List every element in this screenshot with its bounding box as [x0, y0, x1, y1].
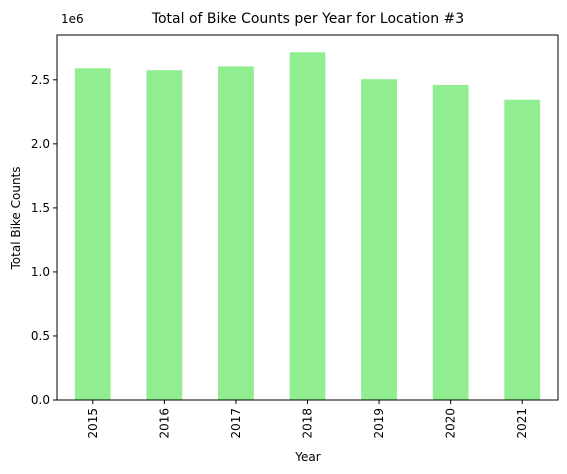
y-tick-label: 0.0	[31, 393, 50, 407]
chart-title: Total of Bike Counts per Year for Locati…	[151, 11, 464, 27]
y-tick-label: 2.0	[31, 137, 50, 151]
y-axis-multiplier: 1e6	[61, 12, 84, 26]
bar-2020	[432, 84, 469, 401]
x-axis-label: Year	[294, 450, 320, 464]
bar-2016	[146, 70, 183, 400]
x-tick-label: 2015	[86, 408, 100, 439]
x-tick-label: 2017	[229, 408, 243, 439]
bars-group	[74, 52, 541, 401]
bar-2015	[74, 68, 111, 400]
x-tick-label: 2019	[372, 408, 386, 439]
y-tick-label: 1.0	[31, 265, 50, 279]
y-axis-ticks: 0.0 0.5 1.0 1.5 2.0 2.5	[31, 73, 57, 407]
x-tick-label: 2021	[515, 408, 529, 439]
bar-2019	[361, 79, 397, 401]
y-tick-label: 0.5	[31, 329, 50, 343]
plot-frame	[56, 34, 559, 401]
x-axis-ticks: 2015 2016 2017 2018 2019 2020 2021	[86, 400, 529, 439]
bar-2017	[218, 66, 254, 400]
x-tick-label: 2020	[444, 408, 458, 439]
y-axis-label: Total Bike Counts	[9, 166, 23, 270]
bar-2021	[504, 99, 541, 400]
bar-2018	[289, 52, 326, 400]
x-tick-label: 2016	[157, 408, 171, 439]
y-tick-label: 2.5	[31, 73, 50, 87]
y-tick-label: 1.5	[31, 201, 50, 215]
x-tick-label: 2018	[301, 408, 315, 439]
